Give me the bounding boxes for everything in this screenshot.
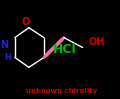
Text: O: O	[21, 17, 30, 27]
Text: H: H	[4, 53, 11, 62]
Text: N: N	[0, 40, 8, 50]
Text: OH: OH	[88, 37, 105, 47]
Text: unknown chirality: unknown chirality	[26, 88, 97, 94]
Text: HCl: HCl	[53, 43, 77, 56]
